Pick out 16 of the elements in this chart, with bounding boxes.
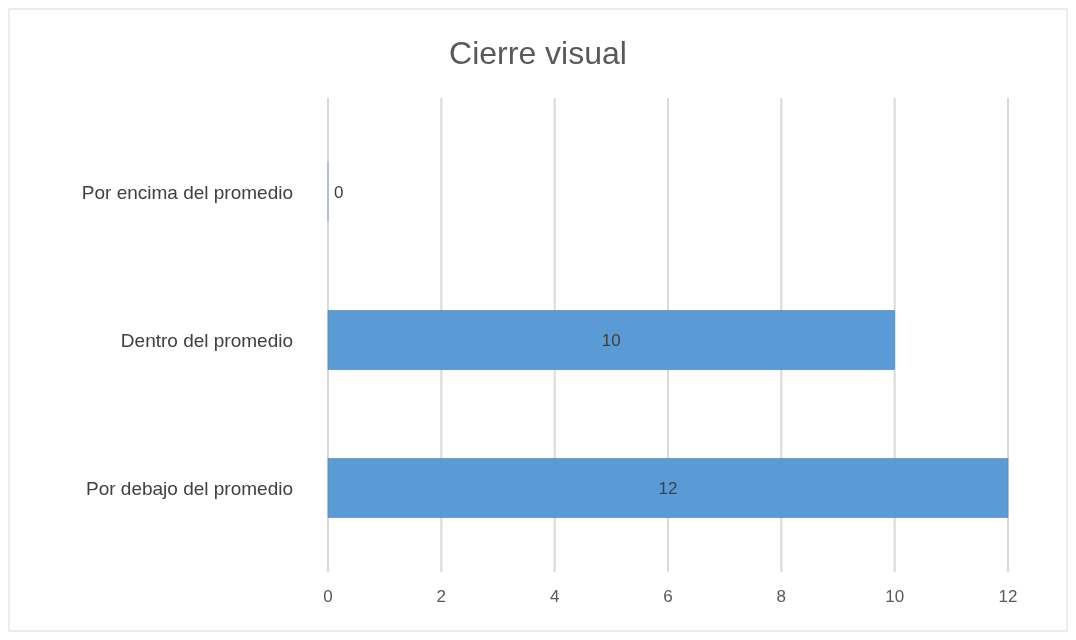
data-label: 12 [658,478,678,498]
x-tick-label: 4 [549,587,560,606]
x-tick-label: 8 [776,587,787,606]
data-label: 10 [601,330,621,350]
bar [327,458,1009,518]
y-tick-label: Dentro del promedio [120,329,293,351]
x-tick-label: 2 [436,587,447,606]
x-tick-label: 0 [323,587,333,606]
x-tick-label: 10 [885,587,905,606]
data-label: 0 [334,182,344,202]
x-tick-label: 6 [663,587,673,606]
chart-title: Cierre visual [449,35,627,71]
x-tick-label: 12 [998,587,1018,606]
y-tick-label: Por encima del promedio [81,181,293,203]
y-tick-label: Por debajo del promedio [85,477,293,499]
bar [327,310,895,370]
